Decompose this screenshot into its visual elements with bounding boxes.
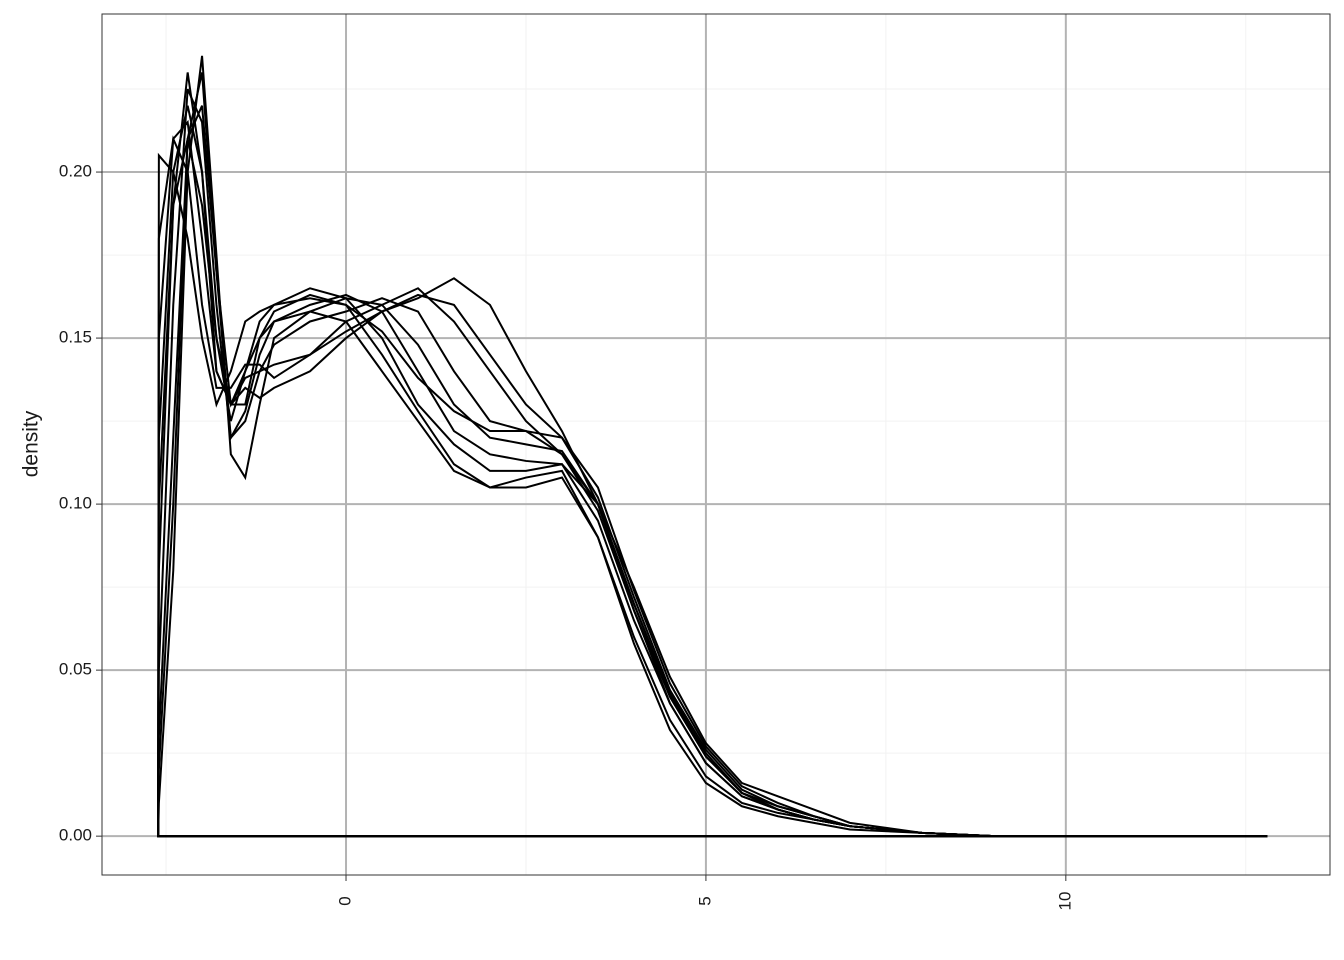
density-line	[157, 119, 1268, 838]
density-line	[157, 135, 1268, 838]
y-axis-label: density	[20, 410, 43, 477]
y-tick-label: 0.20	[59, 162, 92, 181]
y-tick-label: 0.00	[59, 826, 92, 845]
x-tick-label: 0	[336, 896, 355, 905]
density-line	[157, 72, 1268, 838]
panel-border	[101, 13, 1331, 876]
y-tick-label: 0.05	[59, 660, 92, 679]
density-line	[157, 105, 1268, 838]
y-tick-label: 0.10	[59, 494, 92, 513]
density-line	[157, 105, 1268, 838]
density-line	[157, 72, 1268, 838]
x-tick-label: 5	[695, 896, 714, 905]
x-tick-label: 10	[1055, 892, 1074, 911]
density-line	[157, 138, 1268, 838]
y-tick-label: 0.15	[59, 328, 92, 347]
density-line	[157, 152, 1268, 838]
density-line	[157, 88, 1268, 838]
